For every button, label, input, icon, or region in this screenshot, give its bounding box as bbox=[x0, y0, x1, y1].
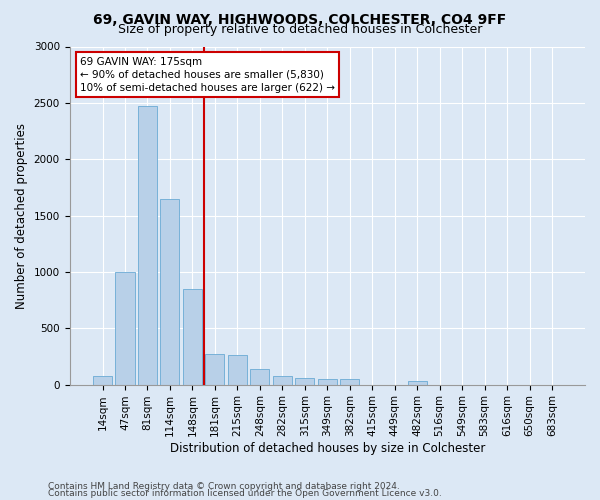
Bar bbox=[138, 106, 157, 384]
Bar bbox=[228, 354, 247, 384]
Bar bbox=[183, 289, 202, 384]
Bar bbox=[273, 376, 292, 384]
Y-axis label: Number of detached properties: Number of detached properties bbox=[15, 122, 28, 308]
X-axis label: Distribution of detached houses by size in Colchester: Distribution of detached houses by size … bbox=[170, 442, 485, 455]
Text: Size of property relative to detached houses in Colchester: Size of property relative to detached ho… bbox=[118, 22, 482, 36]
Text: 69 GAVIN WAY: 175sqm
← 90% of detached houses are smaller (5,830)
10% of semi-de: 69 GAVIN WAY: 175sqm ← 90% of detached h… bbox=[80, 56, 335, 93]
Bar bbox=[340, 379, 359, 384]
Bar bbox=[115, 272, 134, 384]
Text: Contains HM Land Registry data © Crown copyright and database right 2024.: Contains HM Land Registry data © Crown c… bbox=[48, 482, 400, 491]
Bar bbox=[295, 378, 314, 384]
Bar bbox=[160, 198, 179, 384]
Bar bbox=[407, 381, 427, 384]
Bar bbox=[318, 379, 337, 384]
Text: Contains public sector information licensed under the Open Government Licence v3: Contains public sector information licen… bbox=[48, 489, 442, 498]
Bar bbox=[250, 370, 269, 384]
Bar bbox=[205, 354, 224, 384]
Bar bbox=[93, 376, 112, 384]
Text: 69, GAVIN WAY, HIGHWOODS, COLCHESTER, CO4 9FF: 69, GAVIN WAY, HIGHWOODS, COLCHESTER, CO… bbox=[94, 12, 506, 26]
